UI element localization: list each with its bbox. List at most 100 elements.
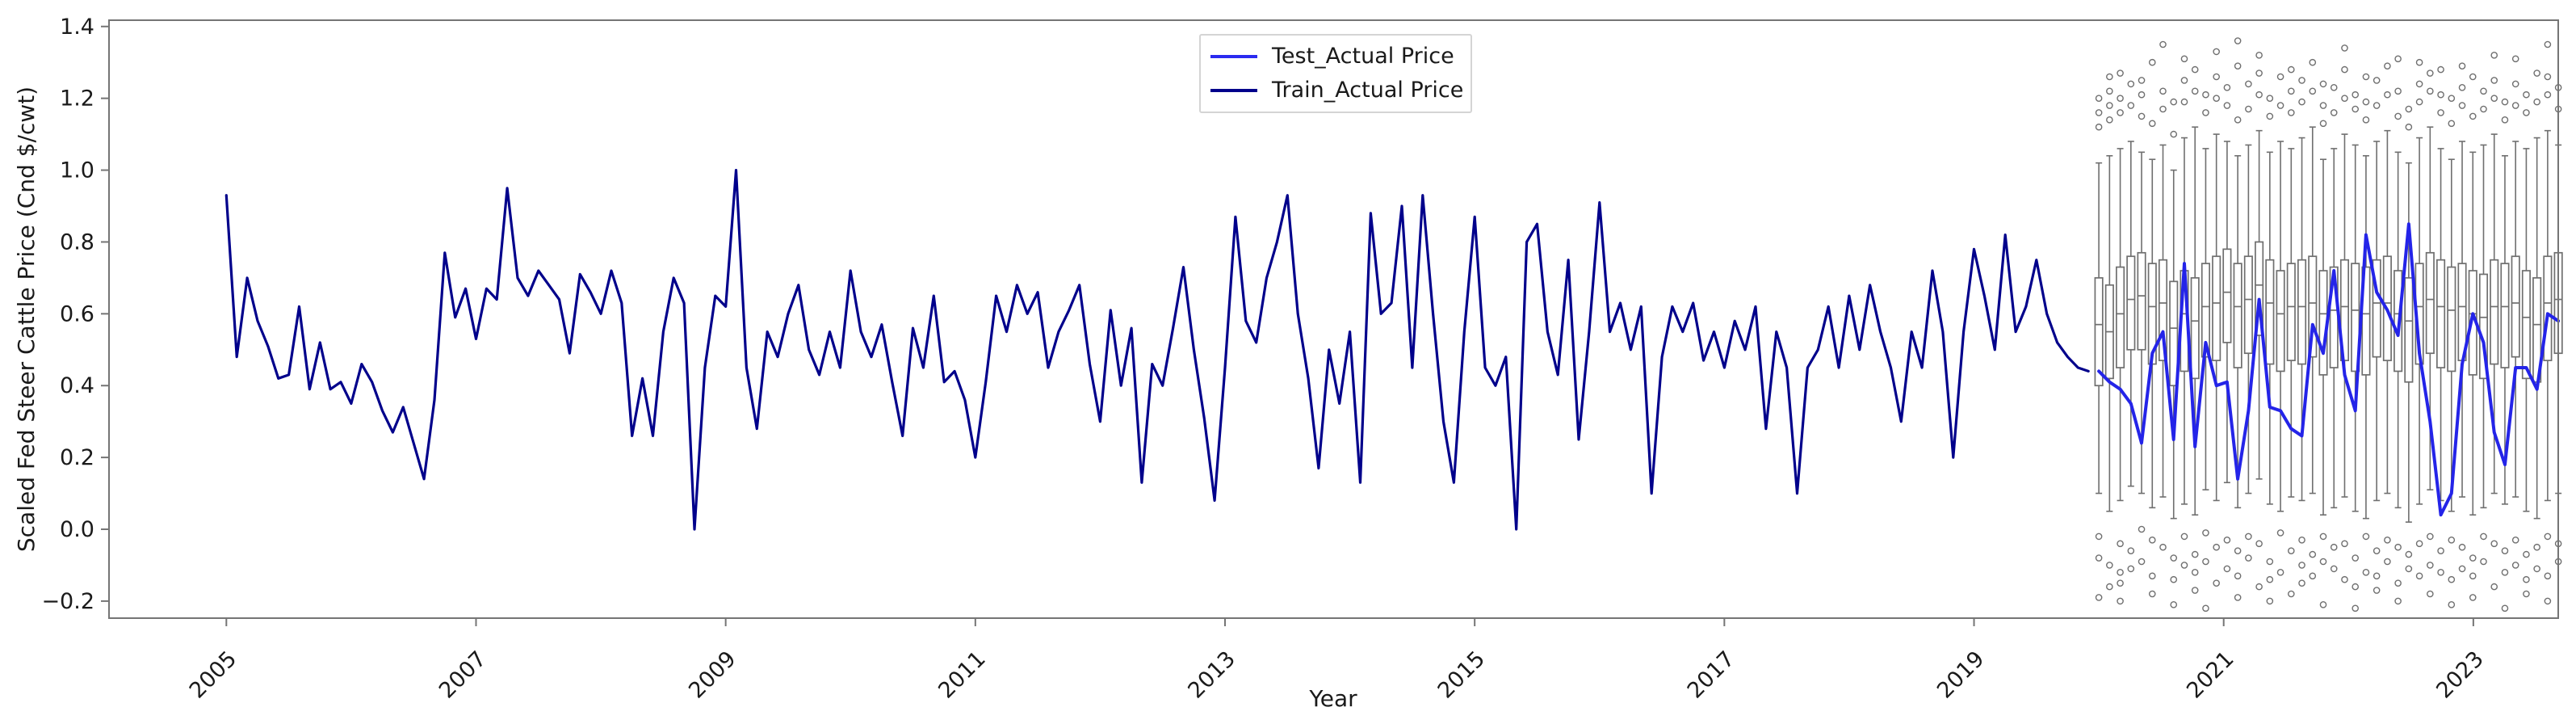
outlier-marker	[2362, 73, 2370, 81]
box-iqr	[2543, 255, 2553, 361]
outlier-marker	[2202, 604, 2209, 612]
outlier-marker	[2405, 565, 2413, 573]
outlier-marker	[2448, 575, 2456, 583]
outlier-marker	[2352, 554, 2360, 562]
outlier-marker	[2394, 597, 2402, 605]
outlier-marker	[2106, 116, 2113, 124]
outlier-marker	[2298, 77, 2305, 84]
outlier-marker	[2117, 540, 2124, 548]
outlier-marker	[2127, 102, 2135, 109]
outlier-marker	[2234, 572, 2242, 580]
boxplot-month	[2436, 65, 2446, 576]
outlier-marker	[2127, 80, 2135, 88]
y-tick-label: 0.6	[60, 301, 94, 326]
outlier-marker	[2191, 587, 2199, 594]
y-tick-label: 0.8	[60, 229, 94, 255]
outlier-marker	[2223, 565, 2231, 573]
outlier-marker	[2298, 579, 2305, 587]
outlier-marker	[2458, 102, 2466, 109]
boxplot-month	[2339, 44, 2350, 583]
legend-label-test: Test_Actual Price	[1272, 44, 1454, 69]
outlier-marker	[2448, 601, 2456, 608]
boxplot-month	[2147, 58, 2157, 598]
outlier-marker	[2362, 98, 2370, 106]
outlier-marker	[2180, 55, 2188, 63]
box-iqr	[2137, 251, 2146, 351]
outlier-marker	[2490, 583, 2498, 591]
boxplot-month	[2180, 55, 2189, 569]
outlier-marker	[2117, 569, 2124, 576]
outlier-marker	[2117, 109, 2124, 116]
legend-item-test: Test_Actual Price	[1210, 44, 1459, 69]
outlier-marker	[2319, 80, 2327, 88]
outlier-marker	[2394, 112, 2402, 120]
outlier-marker	[2352, 583, 2360, 591]
outlier-marker	[2448, 120, 2456, 128]
boxplot-month	[2447, 95, 2456, 608]
outlier-marker	[2245, 80, 2252, 88]
boxplot-month	[2243, 80, 2253, 562]
box-iqr	[2500, 263, 2510, 368]
outlier-marker	[2480, 87, 2487, 95]
outlier-marker	[2458, 543, 2466, 551]
outlier-marker	[2501, 604, 2509, 612]
y-axis-label: Scaled Fed Steer Cattle Price (Cnd $/cwt…	[13, 86, 40, 552]
outlier-marker	[2117, 579, 2124, 587]
legend-item-train: Train_Actual Price	[1210, 78, 1463, 103]
boxplot-month	[2137, 77, 2146, 566]
outlier-marker	[2138, 558, 2146, 566]
outlier-marker	[2095, 109, 2103, 116]
outlier-marker	[2106, 562, 2113, 569]
box-iqr	[2425, 251, 2435, 355]
outlier-marker	[2415, 540, 2423, 548]
outlier-marker	[2288, 65, 2295, 74]
box-iqr	[2297, 259, 2307, 365]
outlier-marker	[2544, 572, 2552, 580]
outlier-marker	[2458, 565, 2466, 573]
outlier-marker	[2266, 597, 2274, 605]
outlier-marker	[2319, 601, 2327, 608]
outlier-marker	[2319, 558, 2327, 566]
legend-label-train: Train_Actual Price	[1272, 78, 1464, 103]
outlier-marker	[2245, 532, 2252, 541]
outlier-marker	[2427, 562, 2434, 569]
outlier-marker	[2202, 109, 2209, 116]
box-iqr	[2276, 270, 2285, 373]
y-tick-label: 1.0	[60, 158, 94, 183]
outlier-marker	[2480, 532, 2487, 541]
outlier-marker	[2427, 532, 2434, 541]
outlier-marker	[2544, 40, 2552, 48]
outlier-marker	[2415, 572, 2423, 580]
outlier-marker	[2288, 590, 2295, 598]
outlier-marker	[2255, 90, 2263, 99]
outlier-marker	[2394, 543, 2402, 551]
outlier-marker	[2095, 532, 2103, 541]
outlier-marker	[2255, 540, 2263, 548]
outlier-marker	[2415, 80, 2423, 88]
outlier-marker	[2415, 58, 2423, 66]
outlier-marker	[2437, 90, 2444, 99]
outlier-marker	[2341, 95, 2348, 102]
outlier-marker	[2362, 532, 2370, 541]
outlier-marker	[2213, 543, 2220, 551]
box-iqr	[2190, 277, 2200, 380]
outlier-marker	[2180, 562, 2188, 569]
outlier-marker	[2523, 550, 2530, 558]
outlier-marker	[2394, 87, 2402, 95]
y-tick-label: 0.0	[60, 517, 94, 542]
outlier-marker	[2170, 130, 2178, 138]
outlier-marker	[2352, 90, 2360, 99]
outlier-marker	[2288, 547, 2295, 554]
outlier-marker	[2533, 69, 2540, 77]
boxplot-month	[2116, 69, 2125, 605]
outlier-marker	[2523, 109, 2530, 116]
outlier-marker	[2458, 84, 2466, 91]
outlier-marker	[2127, 565, 2135, 573]
boxplot-month	[2094, 95, 2104, 601]
outlier-marker	[2138, 90, 2146, 99]
outlier-marker	[2511, 102, 2519, 109]
boxplot-month	[2372, 77, 2381, 594]
box-iqr	[2094, 277, 2104, 387]
boxplot-month	[2457, 62, 2467, 573]
outlier-marker	[2511, 55, 2519, 63]
